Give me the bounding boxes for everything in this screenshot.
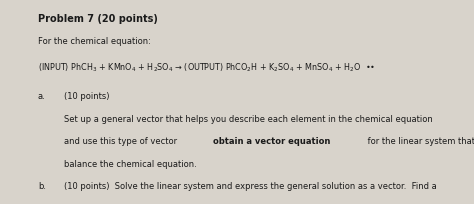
Text: (10 points): (10 points) <box>64 92 109 101</box>
Text: and use this type of vector: and use this type of vector <box>64 137 180 146</box>
Text: Problem 7 (20 points): Problem 7 (20 points) <box>38 14 158 24</box>
Text: (INPUT) PhCH$_3$ + KMnO$_4$ + H$_2$SO$_4$ → (OUTPUT) PhCO$_2$H + K$_2$SO$_4$ + M: (INPUT) PhCH$_3$ + KMnO$_4$ + H$_2$SO$_4… <box>38 61 375 74</box>
Text: For the chemical equation:: For the chemical equation: <box>38 37 151 46</box>
Text: b.: b. <box>38 182 46 191</box>
Text: Set up a general vector that helps you describe each element in the chemical equ: Set up a general vector that helps you d… <box>64 114 433 123</box>
Text: obtain a vector equation: obtain a vector equation <box>213 137 331 146</box>
Text: balance the chemical equation.: balance the chemical equation. <box>64 159 197 168</box>
Text: (10 points)  Solve the linear system and express the general solution as a vecto: (10 points) Solve the linear system and … <box>64 182 437 191</box>
Text: for the linear system that helps you: for the linear system that helps you <box>365 137 474 146</box>
Text: a.: a. <box>38 92 46 101</box>
